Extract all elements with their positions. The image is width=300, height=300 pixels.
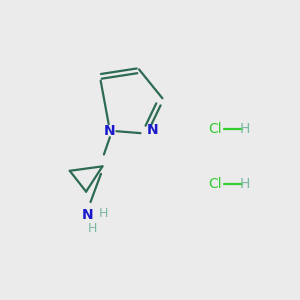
Text: N: N bbox=[104, 124, 116, 138]
Text: Cl: Cl bbox=[208, 122, 222, 136]
Text: H: H bbox=[88, 222, 98, 235]
Text: N: N bbox=[147, 123, 158, 137]
Text: Cl: Cl bbox=[208, 177, 222, 191]
Text: H: H bbox=[99, 207, 109, 220]
Text: H: H bbox=[240, 177, 250, 191]
Text: N: N bbox=[82, 208, 93, 222]
Text: H: H bbox=[240, 122, 250, 136]
